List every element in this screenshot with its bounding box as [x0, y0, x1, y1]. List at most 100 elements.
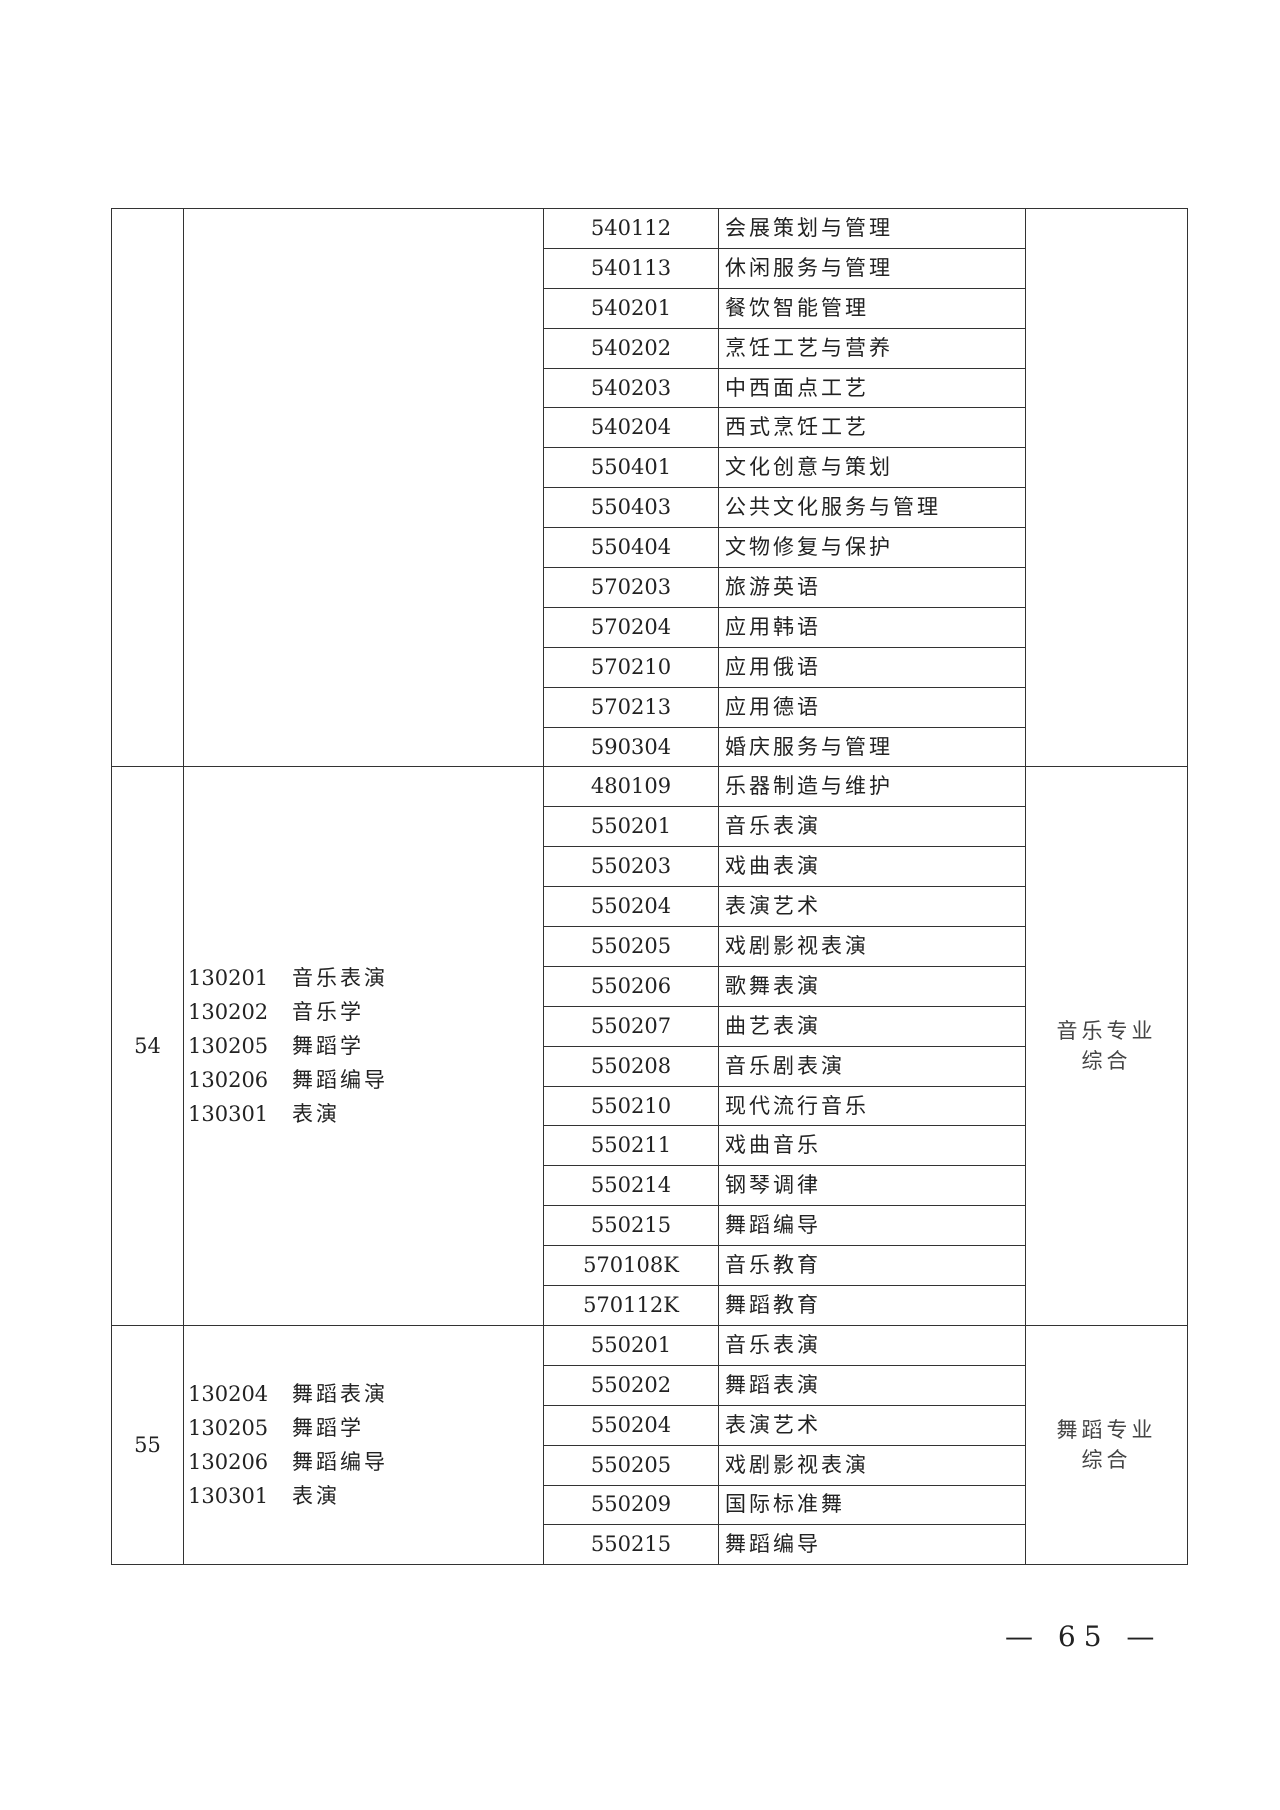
vocational-major-code: 550204 — [543, 886, 719, 928]
vocational-major-name: 舞蹈教育 — [718, 1285, 1026, 1326]
vocational-major-code: 570108K — [543, 1245, 719, 1287]
vocational-major-code: 550207 — [543, 1005, 719, 1047]
vocational-major-code: 550205 — [543, 926, 719, 967]
table-row: 550215 舞蹈编导 — [112, 1524, 1188, 1566]
undergrad-major-code: 130206 — [188, 1067, 269, 1092]
table-row: 550403 公共文化服务与管理 — [112, 487, 1188, 529]
vocational-major-code: 590304 — [543, 726, 719, 768]
vocational-major-code: 550403 — [543, 487, 719, 529]
undergrad-major: 130301 表演 — [188, 1097, 543, 1131]
table-row: 54 130201 音乐表演 130202 音乐学 130205 舞蹈学 130206 舞蹈编导… — [111, 766, 1188, 1326]
table-row: 540201 餐饮智能管理 — [112, 287, 1188, 329]
vocational-major-name: 戏曲表演 — [718, 846, 1026, 888]
vocational-major-code: 550214 — [543, 1165, 719, 1207]
vocational-major-name: 现代流行音乐 — [718, 1085, 1026, 1127]
table-row: 540113 休闲服务与管理 — [112, 247, 1188, 289]
vocational-major-name: 表演艺术 — [718, 1404, 1026, 1446]
undergrad-major-code: 130201 — [188, 965, 269, 990]
table-row: 55 130204 舞蹈表演 130205 舞蹈学 130206 舞蹈编导 130301 表演 5… — [111, 1324, 1188, 1566]
exam-subject-cell: 音乐专业综合 — [1025, 766, 1188, 1326]
undergrad-major: 130205 舞蹈学 — [188, 1029, 543, 1063]
vocational-major-code: 550209 — [543, 1484, 719, 1526]
vocational-major-code: 570213 — [543, 686, 719, 728]
vocational-major-code: 550204 — [543, 1404, 719, 1446]
undergrad-major-code: 130301 — [188, 1101, 269, 1126]
vocational-major-name: 文化创意与策划 — [718, 447, 1026, 489]
group-index: 54 — [111, 766, 184, 1326]
undergrad-major-code: 130205 — [188, 1033, 269, 1058]
undergrad-major-name: 舞蹈编导 — [292, 1067, 388, 1092]
undergrad-major-code: 130301 — [188, 1483, 269, 1508]
vocational-major-code: 540203 — [543, 367, 719, 409]
vocational-major-name: 歌舞表演 — [718, 965, 1026, 1007]
table-row: 540202 烹饪工艺与营养 — [112, 327, 1188, 369]
vocational-major-code: 570112K — [543, 1285, 719, 1326]
vocational-major-code: 540113 — [543, 247, 719, 289]
vocational-major-name: 旅游英语 — [718, 567, 1026, 608]
undergrad-major: 130206 舞蹈编导 — [188, 1445, 543, 1479]
undergrad-major-name: 舞蹈学 — [292, 1033, 364, 1058]
undergrad-majors-cell — [183, 207, 544, 768]
undergrad-majors-cell: 130204 舞蹈表演 130205 舞蹈学 130206 舞蹈编导 130301 表演 — [183, 1324, 544, 1566]
vocational-major-name: 西式烹饪工艺 — [718, 407, 1026, 449]
undergrad-major-name: 表演 — [292, 1101, 340, 1126]
table-row: 540203 中西面点工艺 — [112, 367, 1188, 409]
vocational-major-code: 540201 — [543, 287, 719, 329]
exam-subject: 舞蹈专业综合 — [1056, 1417, 1157, 1473]
vocational-major-code: 550206 — [543, 965, 719, 1007]
table-row: 550205 戏剧影视表演 — [112, 926, 1188, 967]
vocational-major-code: 550210 — [543, 1085, 719, 1127]
group-index: 55 — [111, 1324, 184, 1566]
table-row: 550204 表演艺术 — [112, 1404, 1188, 1446]
vocational-major-name: 应用俄语 — [718, 646, 1026, 688]
vocational-major-name: 中西面点工艺 — [718, 367, 1026, 409]
undergrad-major-code: 130206 — [188, 1449, 269, 1474]
vocational-major-code: 480109 — [543, 766, 719, 808]
vocational-major-name: 文物修复与保护 — [718, 527, 1026, 569]
undergrad-major: 130206 舞蹈编导 — [188, 1063, 543, 1097]
vocational-major-name: 戏剧影视表演 — [718, 1444, 1026, 1486]
vocational-major-code: 570204 — [543, 606, 719, 648]
vocational-major-name: 公共文化服务与管理 — [718, 487, 1026, 529]
vocational-major-code: 550215 — [543, 1524, 719, 1566]
undergrad-major-name: 舞蹈编导 — [292, 1449, 388, 1474]
table-row: 550401 文化创意与策划 — [112, 447, 1188, 489]
vocational-major-name: 表演艺术 — [718, 886, 1026, 928]
undergrad-major: 130202 音乐学 — [188, 995, 543, 1029]
undergrad-major-code: 130202 — [188, 999, 269, 1024]
vocational-major-code: 570203 — [543, 567, 719, 608]
exam-subject-cell: 舞蹈专业综合 — [1025, 1324, 1188, 1566]
undergrad-major-code: 130205 — [188, 1415, 269, 1440]
undergrad-major-name: 舞蹈学 — [292, 1415, 364, 1440]
vocational-major-name: 钢琴调律 — [718, 1165, 1026, 1207]
table-row: 550214 钢琴调律 — [112, 1165, 1188, 1207]
vocational-major-code: 550202 — [543, 1364, 719, 1406]
table-row: 550404 文物修复与保护 — [112, 527, 1188, 569]
vocational-major-code: 550211 — [543, 1125, 719, 1167]
undergrad-major-name: 音乐学 — [292, 999, 364, 1024]
table-row: 570203 旅游英语 — [112, 567, 1188, 608]
vocational-major-name: 音乐教育 — [718, 1245, 1026, 1287]
page-number: — 65 — — [1005, 1620, 1163, 1653]
vocational-major-name: 烹饪工艺与营养 — [718, 327, 1026, 369]
table-row: 570112K 舞蹈教育 — [112, 1285, 1188, 1326]
vocational-major-name: 戏剧影视表演 — [718, 926, 1026, 967]
undergrad-majors-cell: 130201 音乐表演 130202 音乐学 130205 舞蹈学 130206 舞蹈编导 13… — [183, 766, 544, 1326]
undergrad-major-name: 表演 — [292, 1483, 340, 1508]
table-row: 540112 会展策划与管理 — [111, 207, 1188, 768]
vocational-major-name: 应用德语 — [718, 686, 1026, 728]
table-row: 550203 戏曲表演 — [112, 846, 1188, 888]
table-row: 570213 应用德语 — [112, 686, 1188, 728]
majors-table: 540112 会展策划与管理 540113 休闲服务与管理 540201 餐饮智能管理 54… — [111, 207, 1188, 1566]
undergrad-major: 130204 舞蹈表演 — [188, 1377, 543, 1411]
table-row: 590304 婚庆服务与管理 — [112, 726, 1188, 768]
table-row: 570210 应用俄语 — [112, 646, 1188, 688]
undergrad-major: 130205 舞蹈学 — [188, 1411, 543, 1445]
undergrad-major: 130201 音乐表演 — [188, 961, 543, 995]
vocational-major-code: 540112 — [543, 208, 719, 249]
vocational-major-code: 570210 — [543, 646, 719, 688]
undergrad-major-name: 音乐表演 — [292, 965, 388, 990]
vocational-major-name: 音乐表演 — [718, 1324, 1026, 1366]
vocational-major-name: 餐饮智能管理 — [718, 287, 1026, 329]
vocational-major-name: 曲艺表演 — [718, 1005, 1026, 1047]
